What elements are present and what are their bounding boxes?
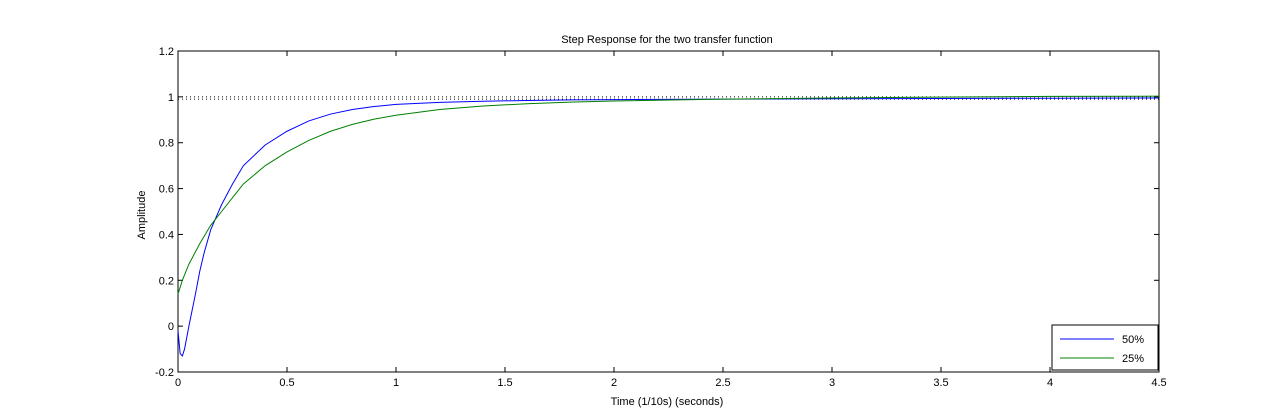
y-tick-label: -0.2 xyxy=(155,367,174,379)
y-tick-label: 0 xyxy=(168,321,174,333)
x-tick-label: 2.5 xyxy=(715,377,730,389)
x-tick-label: 3.5 xyxy=(933,377,948,389)
plot-area: 0 0.5 1 1.5 2 2.5 3 3.5 4 4.5-0.200.20.40.60.811.… xyxy=(155,46,1167,389)
x-tick-label: 0 xyxy=(175,377,181,389)
x-tick-label: 1 xyxy=(393,377,399,389)
legend-label: 25% xyxy=(1122,353,1144,365)
x-tick-label: 4.5 xyxy=(1151,377,1166,389)
x-axis-label: Time (1/10s) (seconds) xyxy=(611,396,724,408)
series-line xyxy=(177,95,1160,295)
x-tick-label: 0.5 xyxy=(279,377,294,389)
y-tick-label: 1 xyxy=(168,92,174,104)
legend: 50% 25% xyxy=(1051,324,1159,371)
chart-title: Step Response for the two transfer funct… xyxy=(561,34,773,46)
plot-frame xyxy=(177,50,1160,373)
y-tick-label: 0.4 xyxy=(159,229,174,241)
x-tick-label: 1.5 xyxy=(497,377,512,389)
x-tick-label: 3 xyxy=(829,377,835,389)
legend-box xyxy=(1051,324,1159,371)
legend-label: 50% xyxy=(1122,334,1144,346)
y-tick-label: 1.2 xyxy=(159,46,174,58)
x-tick-label: 2 xyxy=(611,377,617,389)
x-tick-label: 4 xyxy=(1047,377,1053,389)
y-tick-label: 0.2 xyxy=(159,275,174,287)
y-tick-label: 0.8 xyxy=(159,138,174,150)
series-line xyxy=(177,97,1160,357)
y-tick-label: 0.6 xyxy=(159,184,174,196)
y-axis-label: Amplitude xyxy=(136,191,148,240)
